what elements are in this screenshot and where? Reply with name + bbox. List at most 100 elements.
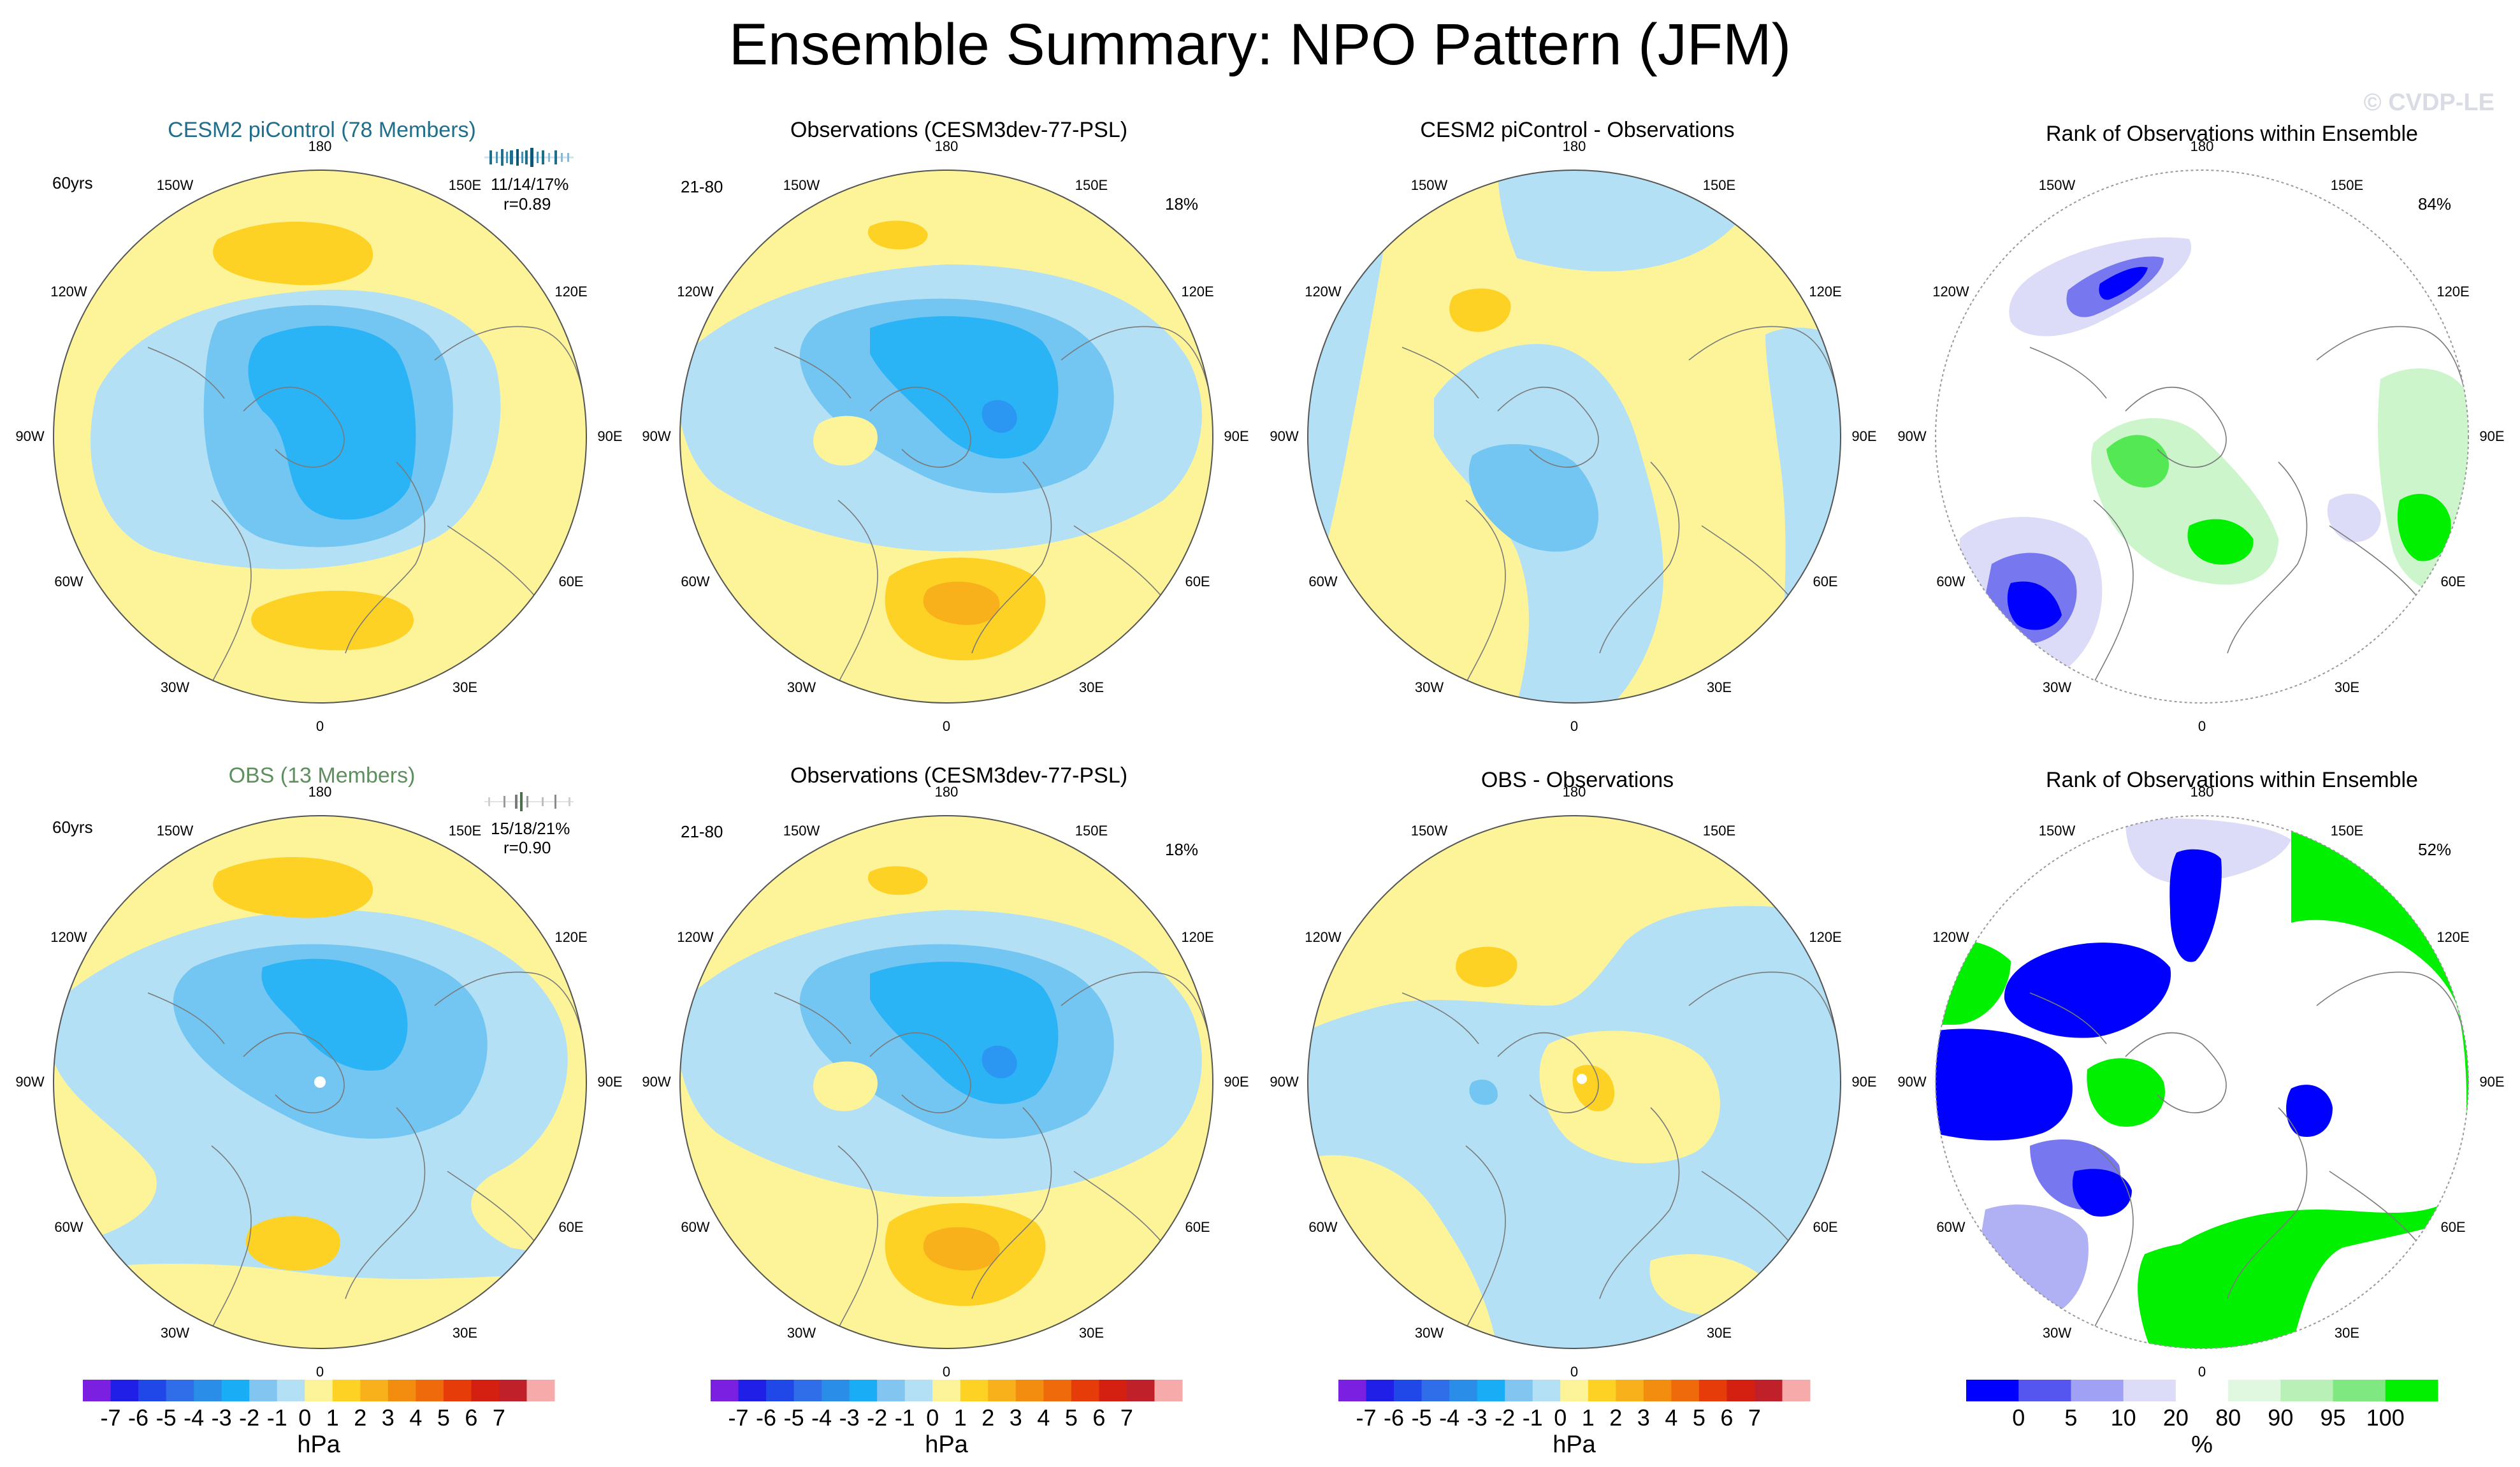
colorbar-swatch bbox=[2123, 1380, 2176, 1401]
colorbar-swatch bbox=[1532, 1380, 1561, 1401]
map-cesm2-picontrol bbox=[53, 170, 587, 704]
longitude-label: 180 bbox=[1562, 138, 1586, 154]
colorbar-tick-label: 0 bbox=[926, 1405, 939, 1431]
colorbar-swatch bbox=[1015, 1380, 1044, 1401]
map-observations-bottom bbox=[679, 815, 1213, 1349]
colorbar-swatch bbox=[2175, 1380, 2229, 1401]
longitude-label: 60W bbox=[681, 1218, 710, 1235]
colorbar-tick-label: 6 bbox=[1720, 1405, 1733, 1431]
longitude-label: 60E bbox=[558, 573, 584, 589]
longitude-label: 180 bbox=[2190, 784, 2214, 800]
note-pct-p14: 84% bbox=[2418, 194, 2452, 213]
colorbar-unit-label: % bbox=[2191, 1431, 2213, 1458]
watermark: © CVDP-LE bbox=[2363, 89, 2495, 116]
longitude-label: 180 bbox=[2190, 138, 2214, 154]
longitude-label: 60W bbox=[1308, 573, 1338, 589]
longitude-label: 60E bbox=[1813, 573, 1838, 589]
colorbar-tick-label: -3 bbox=[839, 1405, 860, 1431]
colorbar-hpa-1: -7 -6 -5 -4 -3 -2 -1 0 1 2 3 4 5 6 7 hPa bbox=[83, 1380, 555, 1458]
longitude-label: 120W bbox=[677, 283, 714, 300]
longitude-label: 150E bbox=[1075, 822, 1108, 839]
colorbar-tick-label: 7 bbox=[1120, 1405, 1133, 1431]
colorbar-swatch bbox=[2228, 1380, 2281, 1401]
colorbar-tick-label: 4 bbox=[1665, 1405, 1677, 1431]
longitude-label: 180 bbox=[1562, 784, 1586, 800]
longitude-label: 0 bbox=[942, 1364, 951, 1380]
colorbar-swatch bbox=[1394, 1380, 1423, 1401]
colorbar-swatch bbox=[471, 1380, 500, 1401]
longitude-label: 60E bbox=[2440, 1218, 2466, 1235]
longitude-label: 90W bbox=[642, 428, 671, 444]
colorbar-tick-label: 3 bbox=[382, 1405, 395, 1431]
longitude-label: 30W bbox=[160, 1325, 190, 1341]
pos-contour-south bbox=[245, 1216, 340, 1271]
colorbar-swatch bbox=[416, 1380, 444, 1401]
colorbar-tick-label: 5 bbox=[437, 1405, 450, 1431]
longitude-label: 150E bbox=[1702, 822, 1736, 839]
longitude-label: 120W bbox=[50, 929, 87, 945]
longitude-label: 90E bbox=[597, 428, 623, 444]
colorbar-tick-label: -1 bbox=[1523, 1405, 1543, 1431]
longitude-label: 90E bbox=[2479, 428, 2505, 444]
longitude-label: 90E bbox=[1851, 428, 1877, 444]
ensemble-strip-obs bbox=[484, 792, 574, 811]
colorbar-swatch bbox=[2071, 1380, 2124, 1401]
panel-title-cesm2-minus-obs: CESM2 piControl - Observations bbox=[1420, 118, 1735, 142]
pos-contour-north bbox=[1449, 288, 1511, 332]
longitude-label: 90W bbox=[1270, 1074, 1299, 1090]
longitude-label: 150E bbox=[2330, 822, 2364, 839]
pos-contour-south-inner bbox=[923, 581, 1000, 625]
longitude-label: 90E bbox=[2479, 1074, 2505, 1090]
longitude-label: 0 bbox=[2198, 1364, 2206, 1380]
colorbar-swatch bbox=[1727, 1380, 1755, 1401]
colorbar-swatch bbox=[738, 1380, 767, 1401]
pos-contour-south-inner bbox=[923, 1227, 1000, 1271]
longitude-label: 120E bbox=[554, 283, 588, 300]
colorbar-swatch bbox=[988, 1380, 1017, 1401]
colorbar-tick-label: 90 bbox=[2268, 1405, 2293, 1431]
colorbar-swatch bbox=[822, 1380, 850, 1401]
longitude-label: 60E bbox=[1813, 1218, 1838, 1235]
colorbar-swatch bbox=[1154, 1380, 1183, 1401]
note-pct-p22: 18% bbox=[1165, 840, 1199, 859]
pos-contour-north bbox=[213, 221, 373, 285]
longitude-label: 30E bbox=[2334, 1325, 2360, 1341]
longitude-label: 180 bbox=[308, 784, 332, 800]
colorbar-tick-label: -4 bbox=[1439, 1405, 1459, 1431]
longitude-label: 90W bbox=[1270, 428, 1299, 444]
longitude-label: 60W bbox=[1936, 1218, 1966, 1235]
longitude-label: 30W bbox=[160, 679, 190, 696]
neg-contour-4 bbox=[981, 1045, 1017, 1079]
colorbar-swatch bbox=[166, 1380, 194, 1401]
colorbar-tick-label: 1 bbox=[326, 1405, 339, 1431]
colorbar-hpa-2: -7 -6 -5 -4 -3 -2 -1 0 1 2 3 4 5 6 7 hPa bbox=[711, 1380, 1183, 1458]
rank-green-east-big bbox=[2147, 816, 2468, 1348]
colorbar-swatch bbox=[332, 1380, 361, 1401]
colorbar-unit-label: hPa bbox=[925, 1431, 968, 1458]
longitude-label: 150W bbox=[783, 822, 820, 839]
colorbar-tick-label: -2 bbox=[239, 1405, 259, 1431]
map-obs-members bbox=[53, 815, 587, 1349]
longitude-label: 30W bbox=[2042, 1325, 2072, 1341]
longitude-label: 90W bbox=[15, 1074, 45, 1090]
colorbar-swatch bbox=[1366, 1380, 1394, 1401]
rank-blue-west bbox=[2004, 943, 2171, 1038]
colorbar-hpa-3: -7 -6 -5 -4 -3 -2 -1 0 1 2 3 4 5 6 7 hPa bbox=[1338, 1380, 1811, 1458]
map-obs-minus-obs bbox=[1307, 815, 1841, 1349]
longitude-label: 30W bbox=[1414, 679, 1444, 696]
colorbar-tick-label: -4 bbox=[184, 1405, 204, 1431]
coastlines bbox=[1401, 326, 1836, 698]
colorbar-swatch bbox=[1477, 1380, 1505, 1401]
colorbar-swatch bbox=[305, 1380, 333, 1401]
longitude-label: 90W bbox=[15, 428, 45, 444]
colorbar-swatch bbox=[194, 1380, 222, 1401]
longitude-label: 150W bbox=[2038, 177, 2076, 193]
longitude-label: 150W bbox=[156, 822, 194, 839]
longitude-label: 120E bbox=[1809, 283, 1842, 300]
colorbar-swatch bbox=[2333, 1380, 2386, 1401]
page-title: Ensemble Summary: NPO Pattern (JFM) bbox=[728, 12, 1792, 77]
coastlines bbox=[774, 971, 1208, 1344]
colorbar-tick-label: 4 bbox=[409, 1405, 422, 1431]
pos-contour-north bbox=[867, 866, 928, 895]
longitude-label: 180 bbox=[308, 138, 332, 154]
